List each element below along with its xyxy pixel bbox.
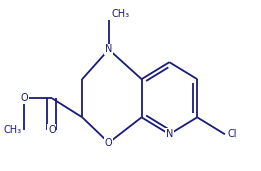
Text: CH₃: CH₃ (3, 125, 22, 135)
Text: N: N (166, 129, 173, 139)
Text: O: O (20, 93, 28, 103)
Text: CH₃: CH₃ (111, 9, 129, 19)
Text: N: N (105, 44, 112, 54)
Text: Cl: Cl (228, 129, 237, 139)
Text: O: O (105, 138, 112, 148)
Text: O: O (48, 125, 56, 135)
